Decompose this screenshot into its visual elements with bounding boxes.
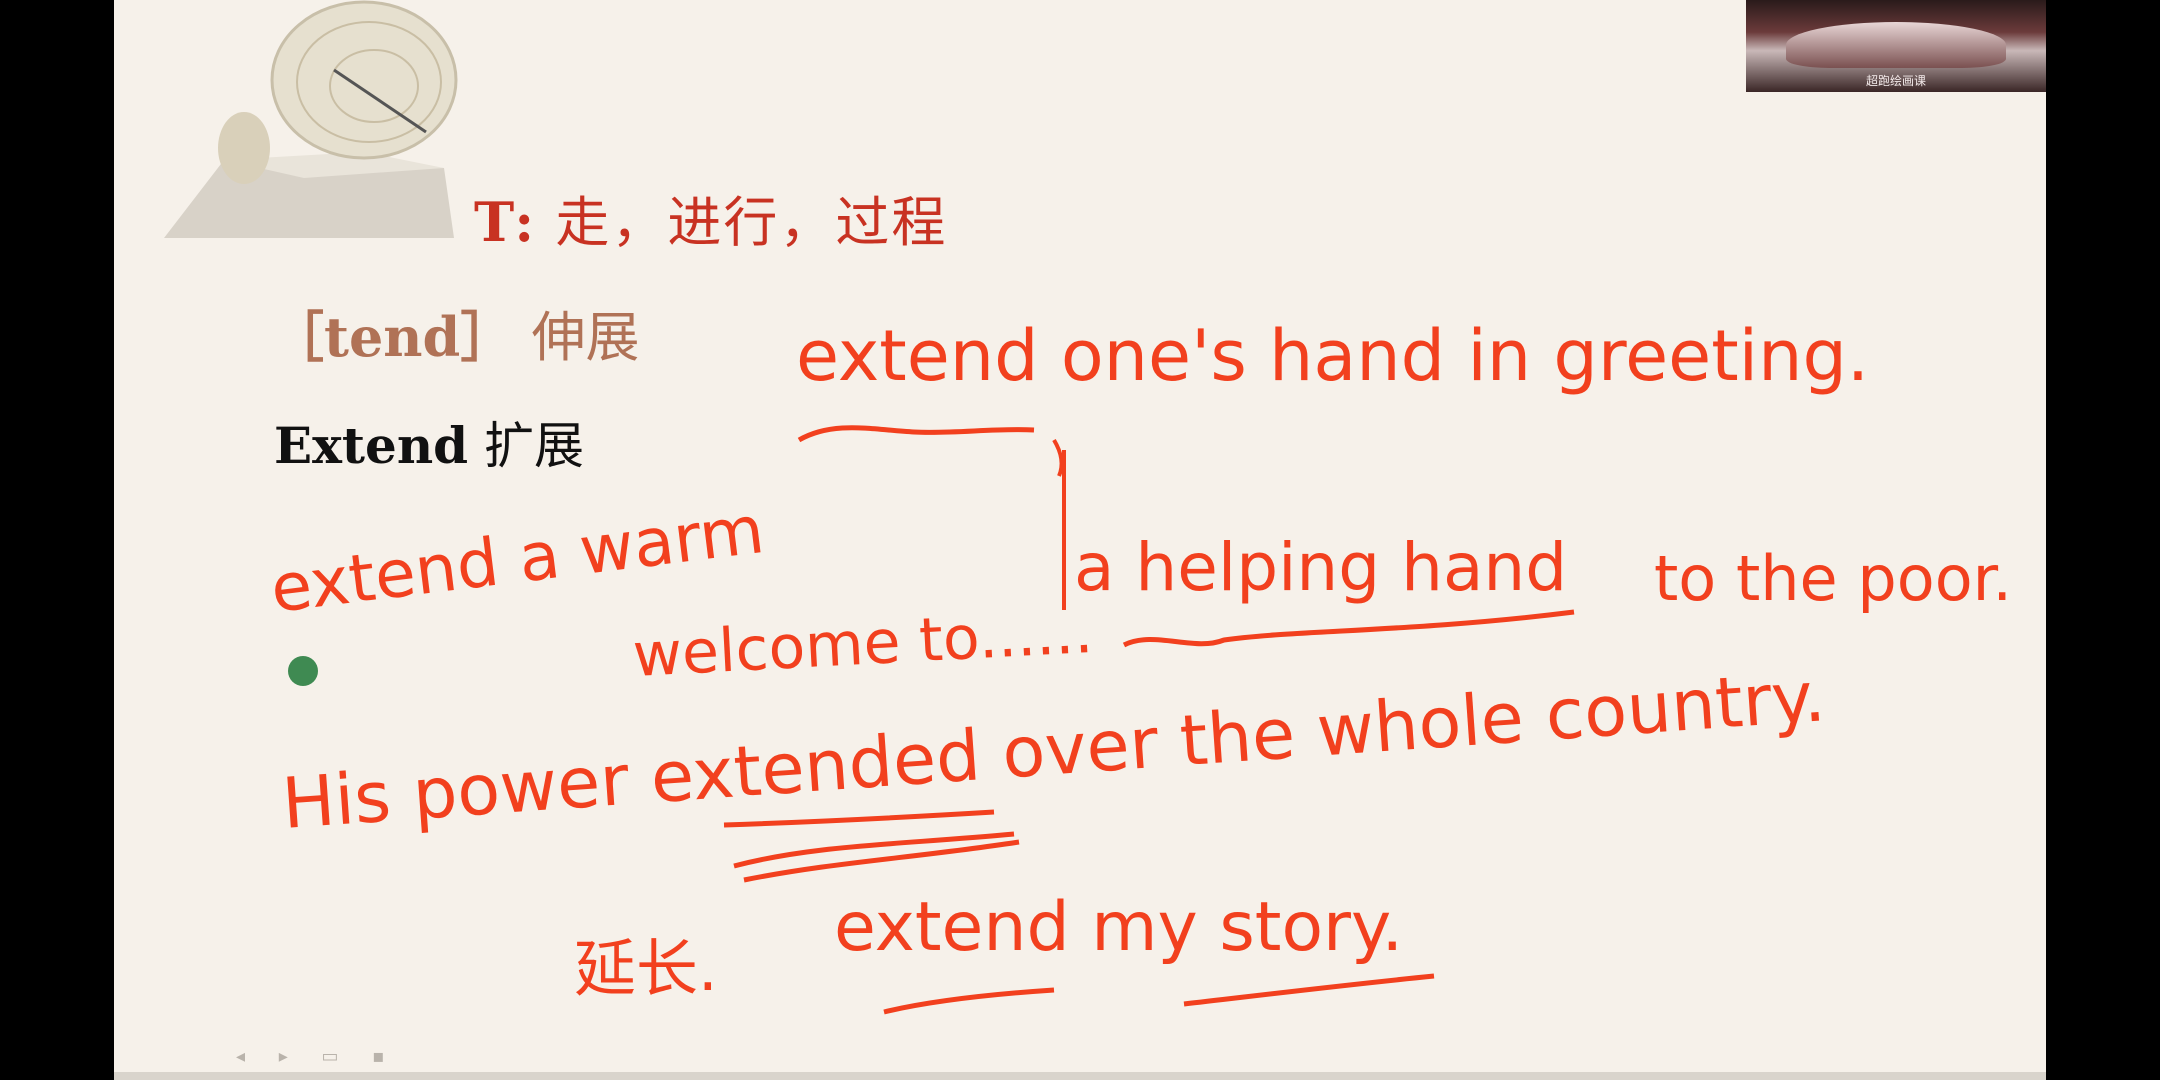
headword-meaning: 扩展	[484, 417, 585, 475]
presentation-slide: T: 走，进行，过程 ［tend］ 伸展 Extend 扩展 extend on…	[114, 0, 2046, 1072]
title-prefix: T:	[474, 190, 537, 254]
handwriting-layer: extend one's hand in greeting. extend a …	[267, 315, 2012, 1015]
handwriting-line2b: welcome to......	[631, 597, 1094, 691]
slide-controls[interactable]: ◂ ▸ ▭ ▪	[236, 1046, 399, 1067]
handwriting-line3: His power extended over the whole countr…	[279, 655, 1827, 845]
slide-title: T: 走，进行，过程	[474, 178, 947, 257]
handwriting-line2d: to the poor.	[1654, 542, 2012, 615]
root-definition: ［tend］ 伸展	[270, 293, 640, 372]
headword-definition: Extend 扩展	[274, 406, 584, 478]
handwriting-line2a: extend a warm	[267, 491, 769, 628]
title-text: 走，进行，过程	[555, 191, 948, 254]
headword: Extend	[274, 416, 469, 475]
underline-extend-2	[883, 987, 1055, 1015]
root-meaning: 伸展	[531, 306, 640, 369]
underline-my-story	[1183, 973, 1435, 1007]
slide-bottom-bar	[114, 1072, 2046, 1080]
root-word: ［tend］	[270, 305, 515, 369]
underline-extend	[797, 425, 1035, 443]
laser-pointer-dot	[288, 656, 318, 686]
car-image	[1786, 22, 2006, 68]
underline-extended	[723, 809, 995, 828]
sundial-image	[164, 0, 458, 238]
arrow-mark	[1052, 438, 1064, 477]
handwriting-line4: extend my story.	[834, 888, 1403, 967]
scribble-mark	[733, 831, 1020, 883]
video-thumbnail[interactable]: 超跑绘画课	[1746, 0, 2046, 92]
underline-helping-hand	[1122, 609, 1575, 648]
video-caption: 超跑绘画课	[1865, 74, 1926, 88]
handwriting-line1: extend one's hand in greeting.	[796, 315, 1869, 397]
handwriting-line4-cn: 延长.	[574, 932, 718, 1005]
handwriting-line2c: a helping hand	[1074, 529, 1567, 606]
